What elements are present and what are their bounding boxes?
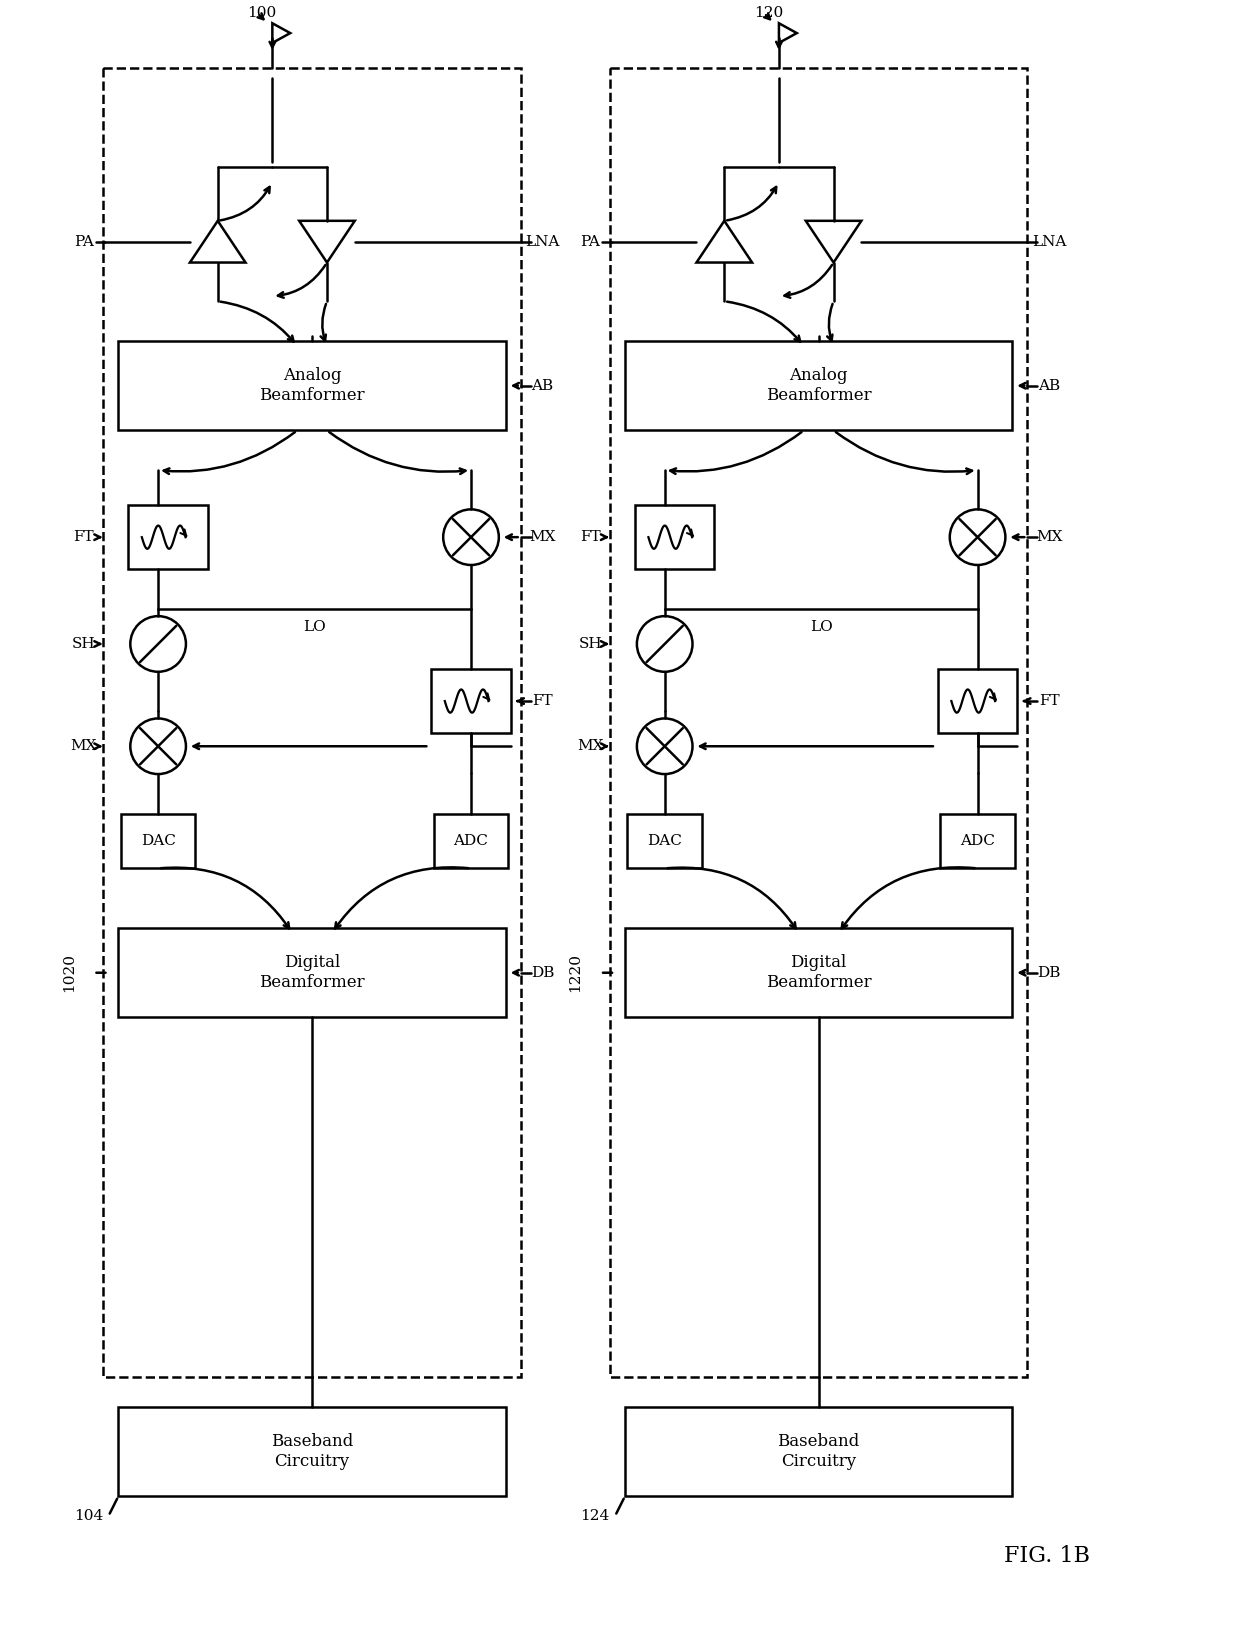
Text: LO: LO [810,620,832,634]
Bar [625,341,1012,431]
Text: Digital
Beamformer: Digital Beamformer [259,954,365,990]
Bar [940,813,1014,868]
Text: Baseband
Circuitry: Baseband Circuitry [777,1433,859,1470]
Text: Digital
Beamformer: Digital Beamformer [766,954,872,990]
Text: DAC: DAC [647,834,682,849]
Text: DB: DB [1038,966,1060,980]
Bar [118,928,506,1018]
Text: AB: AB [1038,379,1060,393]
Text: AB: AB [532,379,553,393]
Bar [103,68,521,1377]
Text: MX: MX [71,740,97,753]
Text: 104: 104 [74,1509,103,1524]
Text: 100: 100 [248,7,277,20]
Text: SH: SH [72,637,95,650]
Text: FT: FT [580,530,600,545]
Bar [627,813,702,868]
Text: LNA: LNA [526,234,559,249]
Bar [128,506,208,569]
Text: LNA: LNA [1032,234,1066,249]
Text: SH: SH [578,637,601,650]
Bar [118,1406,506,1496]
Bar [434,813,508,868]
Bar [120,813,196,868]
Text: 120: 120 [754,7,784,20]
Text: FT: FT [73,530,94,545]
Text: 1220: 1220 [568,953,583,992]
Bar [635,506,714,569]
Text: Analog
Beamformer: Analog Beamformer [259,367,365,403]
Text: FT: FT [532,694,553,707]
Text: FT: FT [1039,694,1059,707]
Text: Analog
Beamformer: Analog Beamformer [766,367,872,403]
Bar [937,668,1017,733]
Bar [625,928,1012,1018]
Text: ADC: ADC [454,834,489,849]
Bar [625,1406,1012,1496]
Text: PA: PA [73,234,93,249]
Text: 1020: 1020 [62,953,76,992]
Bar [432,668,511,733]
Bar [610,68,1027,1377]
Text: LO: LO [304,620,326,634]
Text: DB: DB [531,966,554,980]
Text: MX: MX [529,530,556,545]
Bar [118,341,506,431]
Text: Baseband
Circuitry: Baseband Circuitry [272,1433,353,1470]
Text: MX: MX [577,740,604,753]
Text: MX: MX [1035,530,1063,545]
Text: PA: PA [580,234,600,249]
Text: 124: 124 [580,1509,610,1524]
Text: DAC: DAC [140,834,176,849]
Text: FIG. 1B: FIG. 1B [1004,1545,1090,1567]
Text: ADC: ADC [960,834,994,849]
